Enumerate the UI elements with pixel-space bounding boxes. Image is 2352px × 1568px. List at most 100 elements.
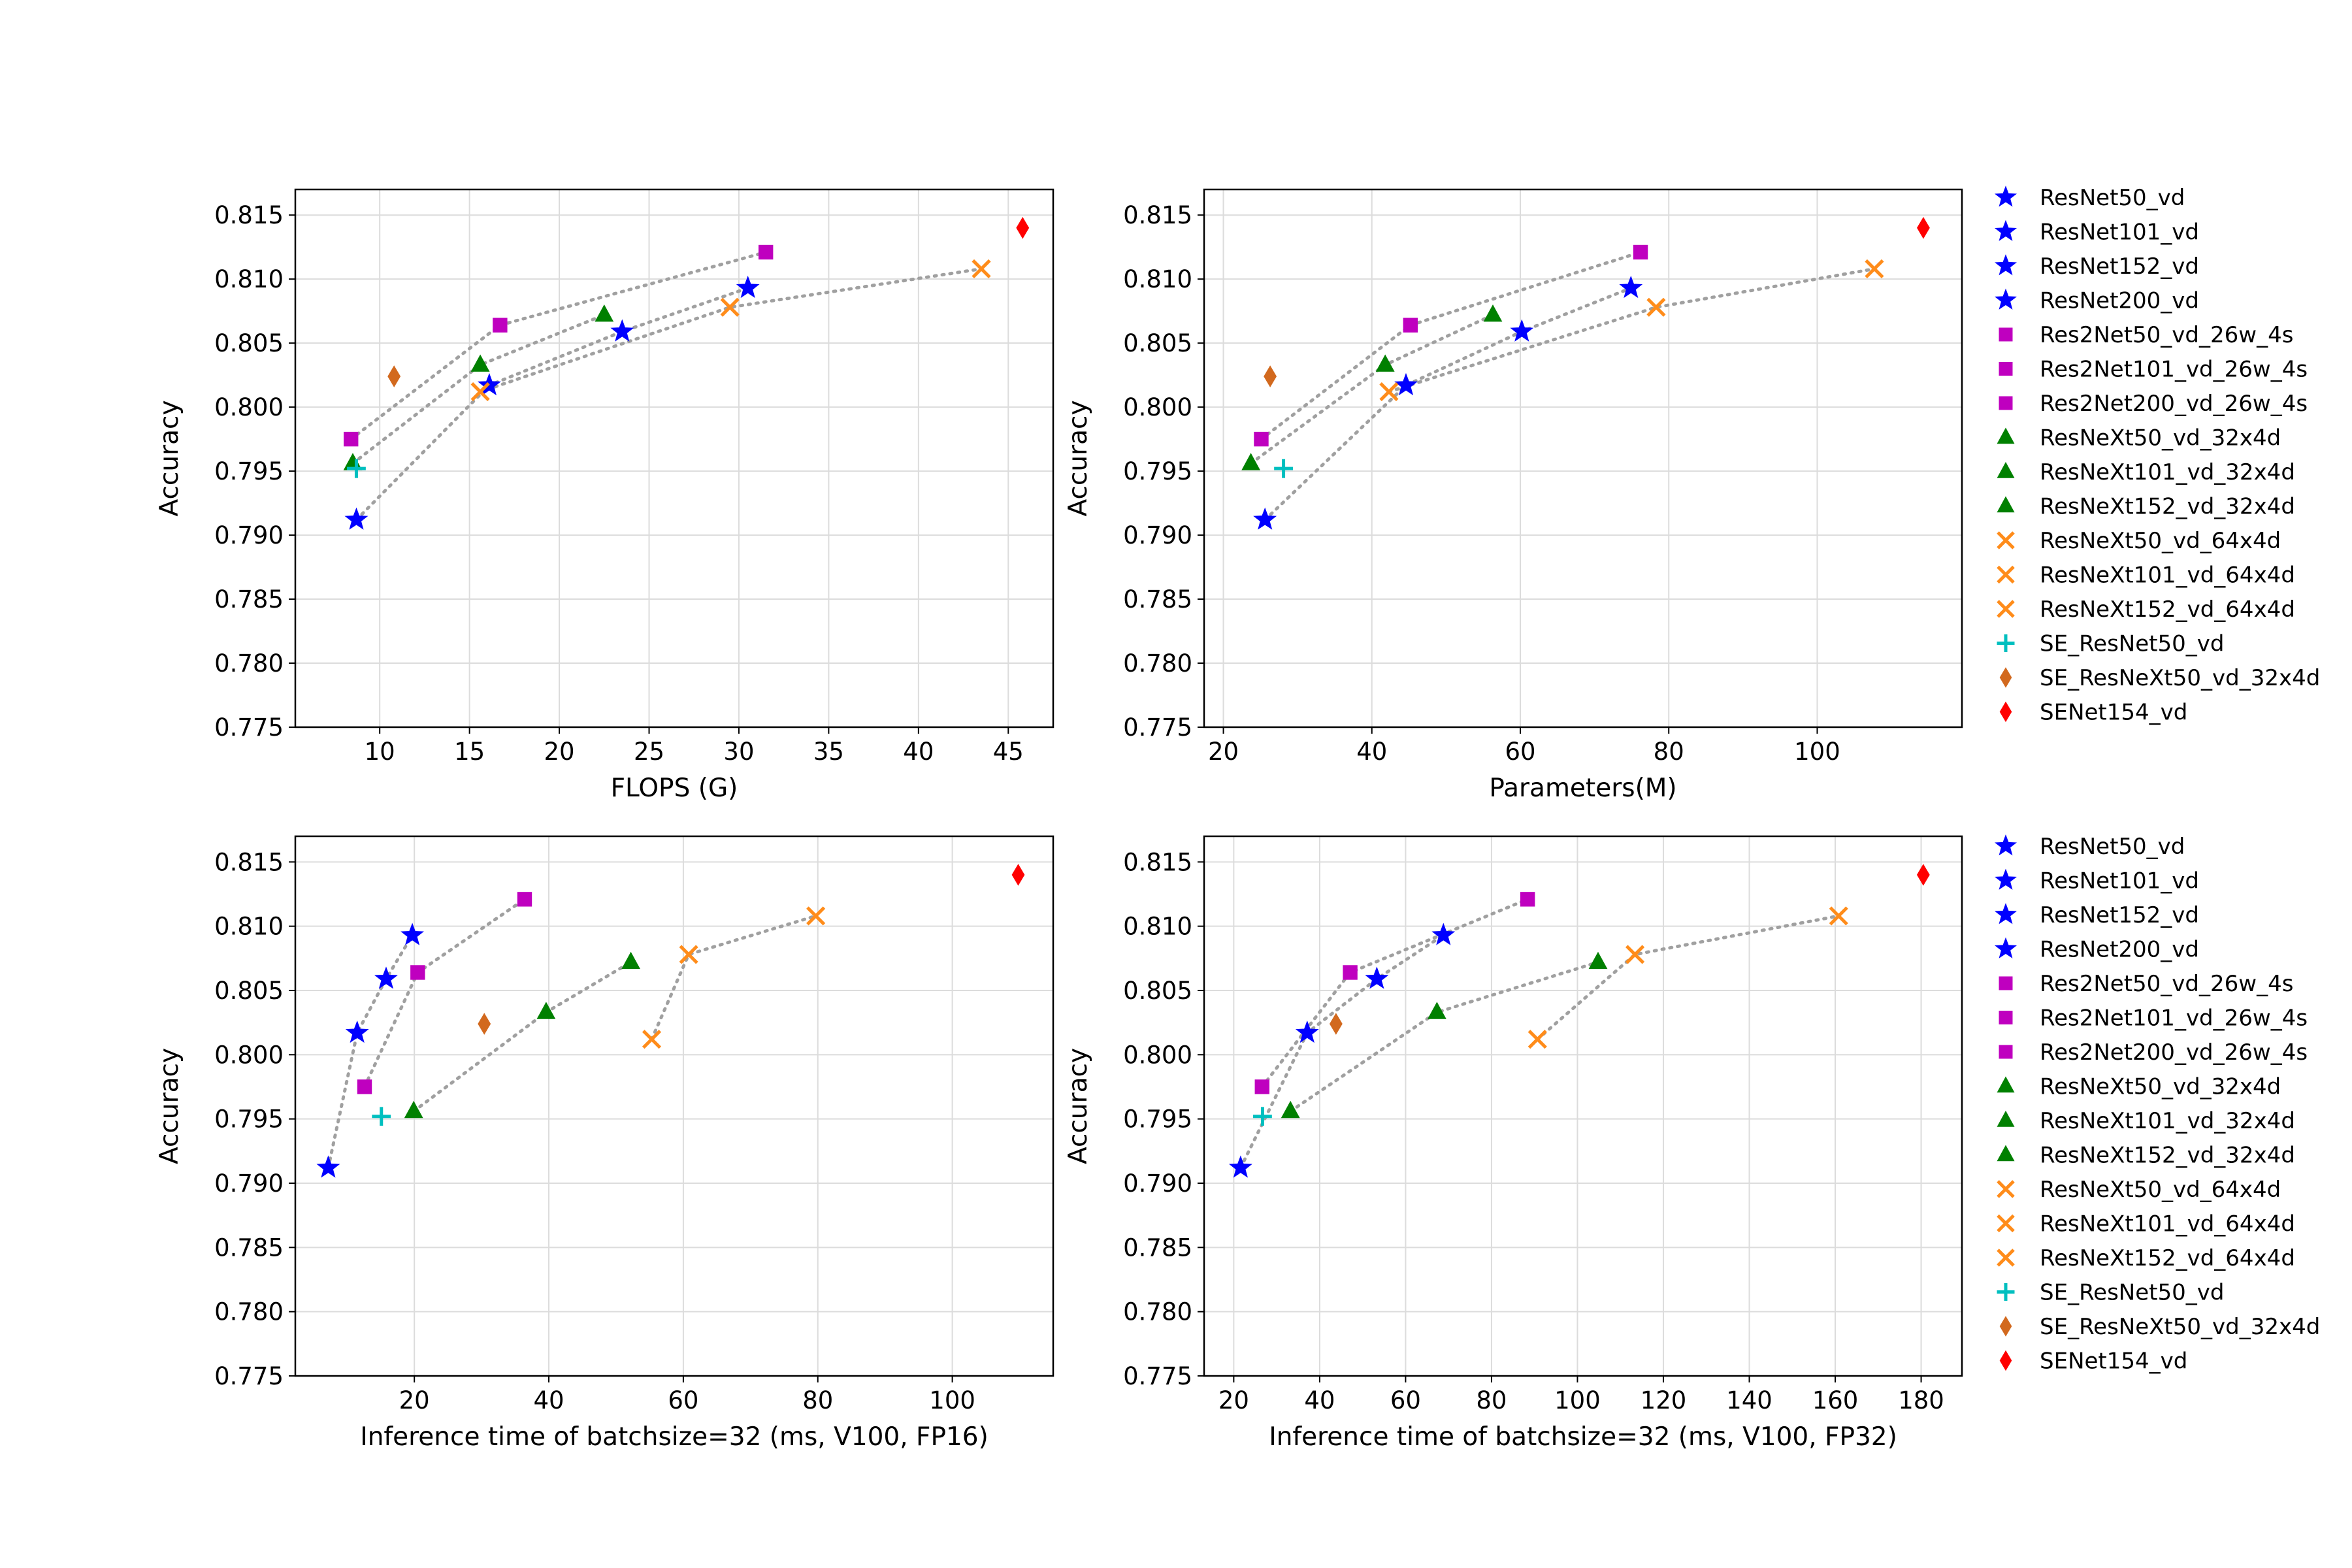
legend-marker-res2net200-vd-26w-4s (1999, 396, 2013, 410)
legend-marker-resnet200-vd (1994, 937, 2017, 958)
point-se-resnext50-vd-32x4d (387, 365, 401, 387)
axes-frame (1203, 835, 1963, 1377)
point-resnet152-vd (1365, 966, 1389, 989)
point-senet154-vd (1016, 216, 1030, 239)
point-resnet50-vd (1228, 1155, 1252, 1178)
legend-label: ResNeXt101_vd_64x4d (2040, 1211, 2295, 1237)
point-resnext50-vd-64x4d (1527, 1030, 1547, 1049)
legend-label: ResNet200_vd (2040, 937, 2199, 963)
legend-label: SE_ResNeXt50_vd_32x4d (2040, 1314, 2320, 1340)
point-resnet152-vd (1510, 319, 1534, 342)
y-tick-label: 0.775 (1123, 713, 1192, 742)
x-tick-label: 20 (544, 738, 575, 766)
y-tick-label: 0.805 (1123, 329, 1192, 357)
x-tick-label: 100 (1794, 738, 1840, 766)
legend-marker-res2net101-vd-26w-4s (1999, 1011, 2013, 1024)
x-tick-label: 20 (1218, 1386, 1249, 1414)
legend-label: ResNeXt152_vd_64x4d (2040, 1245, 2295, 1271)
x-tick-label: 140 (1726, 1386, 1772, 1414)
x-tick-label: 60 (1390, 1386, 1421, 1414)
y-tick-label: 0.795 (214, 1105, 284, 1134)
y-tick-label: 0.790 (1123, 1169, 1192, 1198)
y-tick-label: 0.800 (214, 393, 284, 421)
legend-marker-resnet50-vd (1994, 834, 2017, 856)
legend-label: SENet154_vd (2040, 700, 2187, 726)
chart-panel-1: 10 15 20 25 30 35 40 45 0.775 0.780 0.785 0.790 0.79… (155, 188, 1054, 803)
point-res2net101-vd-26w-4s (1403, 318, 1418, 333)
point-resnext101-vd-32x4d (1428, 1002, 1446, 1019)
point-resnet101-vd (1295, 1021, 1319, 1043)
legend-label: Res2Net101_vd_26w_4s (2040, 357, 2308, 383)
point-resnext50-vd-32x4d (1281, 1100, 1300, 1119)
legend-label: ResNet200_vd (2040, 288, 2199, 314)
x-tick-label: 25 (634, 738, 664, 766)
point-se-resnet50-vd (372, 1107, 391, 1126)
x-axis-label: Inference time of batchsize=32 (ms, V100… (360, 1422, 988, 1452)
y-tick-label: 0.815 (1123, 201, 1192, 229)
y-tick-label: 0.805 (1123, 977, 1192, 1005)
y-tick-label: 0.790 (214, 1169, 284, 1198)
trend-line-1 (1239, 933, 1445, 1169)
y-tick-label: 0.775 (214, 1362, 284, 1390)
y-tick-label: 0.785 (1123, 585, 1192, 613)
trend-line-3 (412, 960, 633, 1113)
legend-label: ResNeXt101_vd_32x4d (2040, 459, 2295, 485)
x-tick-label: 80 (1476, 1386, 1507, 1414)
legend-marker-resnext50-vd-64x4d (1997, 531, 2015, 549)
point-resnet152-vd (610, 319, 634, 342)
point-resnet101-vd (345, 1021, 369, 1043)
point-resnext101-vd-32x4d (1375, 354, 1395, 372)
point-res2net50-vd-26w-4s (344, 431, 359, 447)
legend-label: ResNeXt50_vd_64x4d (2040, 528, 2281, 554)
legend-label: ResNet50_vd (2040, 185, 2185, 211)
point-resnext50-vd-64x4d (1379, 382, 1399, 402)
y-tick-label: 0.775 (1123, 1362, 1192, 1390)
y-tick-label: 0.800 (1123, 393, 1192, 421)
x-tick-label: 40 (1304, 1386, 1335, 1414)
point-se-resnext50-vd-32x4d (478, 1013, 491, 1035)
legend-label: Res2Net50_vd_26w_4s (2040, 971, 2293, 997)
legend-marker-res2net50-vd-26w-4s (1999, 976, 2013, 990)
point-se-resnet50-vd (347, 459, 366, 478)
point-res2net200-vd-26w-4s (758, 244, 774, 260)
y-tick-label: 0.800 (1123, 1041, 1192, 1069)
axes-frame (294, 188, 1054, 728)
point-senet154-vd (1916, 864, 1930, 886)
point-se-resnet50-vd (1274, 459, 1293, 478)
trend-line-4 (650, 914, 818, 1041)
y-tick-label: 0.780 (1123, 649, 1192, 678)
point-resnext50-vd-64x4d (470, 382, 490, 402)
point-res2net101-vd-26w-4s (1343, 965, 1358, 980)
legend-label: ResNeXt50_vd_64x4d (2040, 1177, 2281, 1203)
trend-line-4 (1387, 267, 1876, 394)
legend-marker-resnext50-vd-32x4d (1997, 1076, 2015, 1093)
point-resnext152-vd-32x4d (1588, 951, 1608, 970)
legend-marker-resnet101-vd (1994, 868, 2017, 890)
y-tick-label: 0.815 (214, 201, 284, 229)
legend-label: ResNet152_vd (2040, 253, 2199, 280)
point-resnext101-vd-64x4d (1625, 945, 1645, 964)
point-resnext152-vd-64x4d (1865, 259, 1884, 279)
point-resnet152-vd (374, 966, 398, 989)
legend-label: Res2Net101_vd_26w_4s (2040, 1005, 2308, 1032)
point-resnext152-vd-64x4d (1829, 906, 1848, 926)
legend-marker-resnet152-vd (1994, 903, 2017, 924)
x-tick-label: 45 (993, 738, 1024, 766)
y-tick-label: 0.815 (1123, 848, 1192, 876)
point-resnet50-vd (1253, 507, 1277, 530)
x-tick-label: 40 (533, 1386, 564, 1414)
legend-label: ResNet152_vd (2040, 902, 2199, 928)
legend-label: ResNeXt50_vd_32x4d (2040, 425, 2281, 451)
legend-marker-resnext101-vd-64x4d (1997, 1214, 2015, 1233)
legend-label: SE_ResNet50_vd (2040, 1280, 2224, 1306)
trend-line-4 (1535, 914, 1840, 1041)
point-resnet200-vd (736, 276, 760, 299)
x-axis-label: Inference time of batchsize=32 (ms, V100… (1269, 1422, 1897, 1452)
point-resnext101-vd-64x4d (720, 297, 740, 317)
y-tick-label: 0.785 (1123, 1233, 1192, 1262)
legend-label: ResNeXt50_vd_32x4d (2040, 1074, 2281, 1100)
y-tick-label: 0.795 (1123, 457, 1192, 485)
point-resnext50-vd-32x4d (1241, 453, 1260, 470)
point-resnet101-vd (1394, 372, 1418, 396)
point-se-resnext50-vd-32x4d (1264, 365, 1277, 387)
